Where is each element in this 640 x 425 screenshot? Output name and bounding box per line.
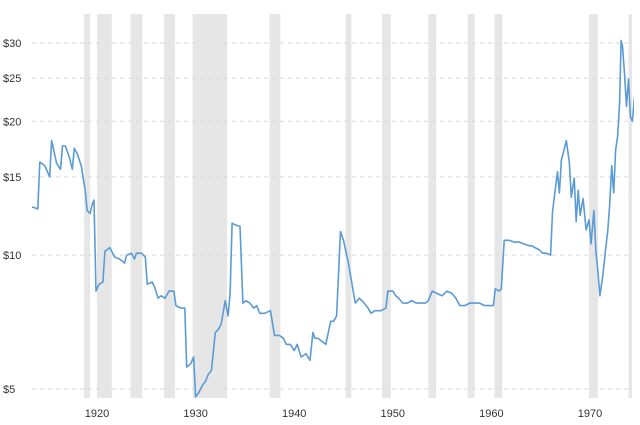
y-tick-label: $5 [3,384,15,396]
y-tick-label: $20 [3,116,21,128]
shaded-period [381,14,391,398]
x-tick-label: 1940 [282,408,306,420]
shaded-periods [84,14,632,398]
y-tick-label: $30 [3,38,21,50]
series-line [32,39,634,398]
shaded-period [97,14,112,398]
shaded-period [345,14,352,398]
shaded-period [494,14,503,398]
x-tick-label: 1950 [381,408,405,420]
shaded-period [269,14,281,398]
shaded-period [628,14,632,398]
shaded-period [192,14,228,398]
x-tick-label: 1930 [183,408,207,420]
x-tick-label: 1970 [578,408,602,420]
data-series [32,39,634,398]
x-tick-label: 1960 [479,408,503,420]
shaded-period [130,14,143,398]
y-tick-label: $10 [3,250,21,262]
y-tick-label: $15 [3,172,21,184]
shaded-period [467,14,475,398]
y-gridlines [32,42,632,390]
x-tick-label: 1920 [85,408,109,420]
shaded-period [589,14,598,398]
y-tick-label: $25 [3,73,21,85]
x-axis-tick-labels: 1920 1930 1940 1950 1960 1970 [85,408,602,420]
y-axis-tick-labels: $5 $10 $15 $20 $25 $30 [3,38,21,396]
shaded-period [164,14,175,398]
shaded-period [428,14,437,398]
